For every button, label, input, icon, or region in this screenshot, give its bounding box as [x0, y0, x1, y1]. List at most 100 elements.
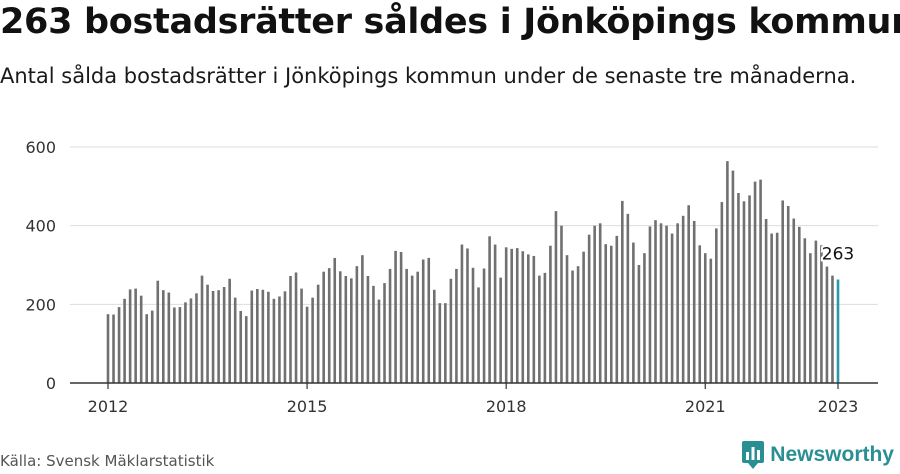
bar — [521, 251, 525, 383]
bar — [399, 252, 403, 383]
bar — [388, 268, 392, 383]
bar — [587, 234, 591, 383]
brand-name: Newsworthy — [770, 443, 894, 466]
bar — [715, 228, 718, 383]
bar — [809, 253, 812, 383]
bar — [538, 275, 541, 383]
bar — [687, 205, 690, 383]
bar — [311, 297, 314, 383]
bar — [803, 238, 807, 383]
bar — [333, 257, 337, 383]
bar — [632, 242, 635, 383]
x-tick-label: 2015 — [287, 397, 328, 416]
bar — [244, 316, 248, 383]
bar — [156, 280, 160, 383]
bar — [549, 245, 552, 383]
bar — [173, 307, 176, 383]
bar — [421, 259, 425, 383]
bar — [527, 254, 530, 383]
bar — [598, 223, 602, 383]
bar — [742, 201, 746, 383]
bar — [455, 268, 458, 383]
bar — [117, 307, 121, 383]
bar — [720, 202, 724, 383]
bar — [499, 277, 502, 383]
bar — [637, 265, 641, 383]
bar — [432, 289, 436, 383]
y-tick-label: 200 — [25, 295, 56, 314]
bar — [709, 258, 713, 383]
bar — [759, 179, 762, 383]
bar — [327, 268, 331, 383]
bar — [582, 251, 585, 383]
axes — [70, 382, 878, 389]
bar — [571, 270, 574, 383]
bar — [416, 271, 419, 383]
bar — [134, 288, 137, 383]
bar — [267, 291, 270, 383]
bar — [665, 225, 668, 383]
bar — [316, 284, 320, 383]
bar — [239, 311, 243, 383]
bar — [554, 211, 558, 383]
bar — [283, 291, 287, 383]
bar — [377, 299, 381, 383]
bar — [438, 303, 442, 383]
bar — [532, 255, 536, 383]
bar — [355, 266, 359, 383]
page-subtitle: Antal sålda bostadsrätter i Jönköpings k… — [0, 64, 857, 88]
bar — [272, 298, 276, 383]
bar — [692, 220, 696, 383]
bar — [145, 314, 149, 383]
bar — [228, 278, 231, 383]
bar — [460, 244, 464, 383]
bar — [504, 247, 508, 383]
bar — [449, 278, 453, 383]
brand-logo[interactable]: Newsworthy — [742, 441, 894, 469]
bar — [560, 225, 563, 383]
bar — [200, 275, 204, 383]
bar — [278, 296, 281, 383]
bar — [748, 195, 751, 383]
bar — [405, 268, 408, 383]
bar — [659, 223, 663, 383]
page-title: 263 bostadsrätter såldes i Jönköpings ko… — [0, 2, 900, 42]
bar — [394, 250, 397, 383]
bar — [256, 288, 259, 383]
bar — [609, 245, 613, 383]
bar — [831, 275, 834, 383]
bar — [726, 161, 729, 383]
bar — [178, 307, 182, 383]
bar — [206, 284, 209, 383]
bar — [775, 232, 779, 383]
bar — [338, 271, 342, 383]
bar — [670, 233, 674, 383]
bar — [294, 272, 298, 383]
bar — [444, 303, 447, 383]
bar — [112, 314, 115, 383]
bar — [764, 218, 768, 383]
bar — [543, 272, 547, 383]
bar — [515, 248, 519, 383]
bar — [189, 298, 193, 383]
bar — [753, 181, 757, 383]
bar-highlight — [836, 279, 840, 383]
bar — [681, 215, 685, 383]
bar — [128, 289, 132, 383]
bar — [615, 235, 619, 383]
bar — [731, 170, 735, 383]
bar — [289, 276, 292, 383]
bar — [106, 314, 110, 383]
bar — [361, 255, 364, 383]
bar — [482, 268, 486, 383]
bar — [211, 290, 215, 383]
source-note: Källa: Svensk Mäklarstatistik — [0, 452, 215, 470]
bar — [781, 200, 784, 383]
bar — [737, 193, 740, 383]
bar — [300, 288, 303, 383]
bar — [825, 266, 829, 383]
bar — [488, 236, 491, 383]
bar — [604, 244, 608, 383]
bar — [698, 245, 702, 383]
bar — [167, 292, 171, 383]
